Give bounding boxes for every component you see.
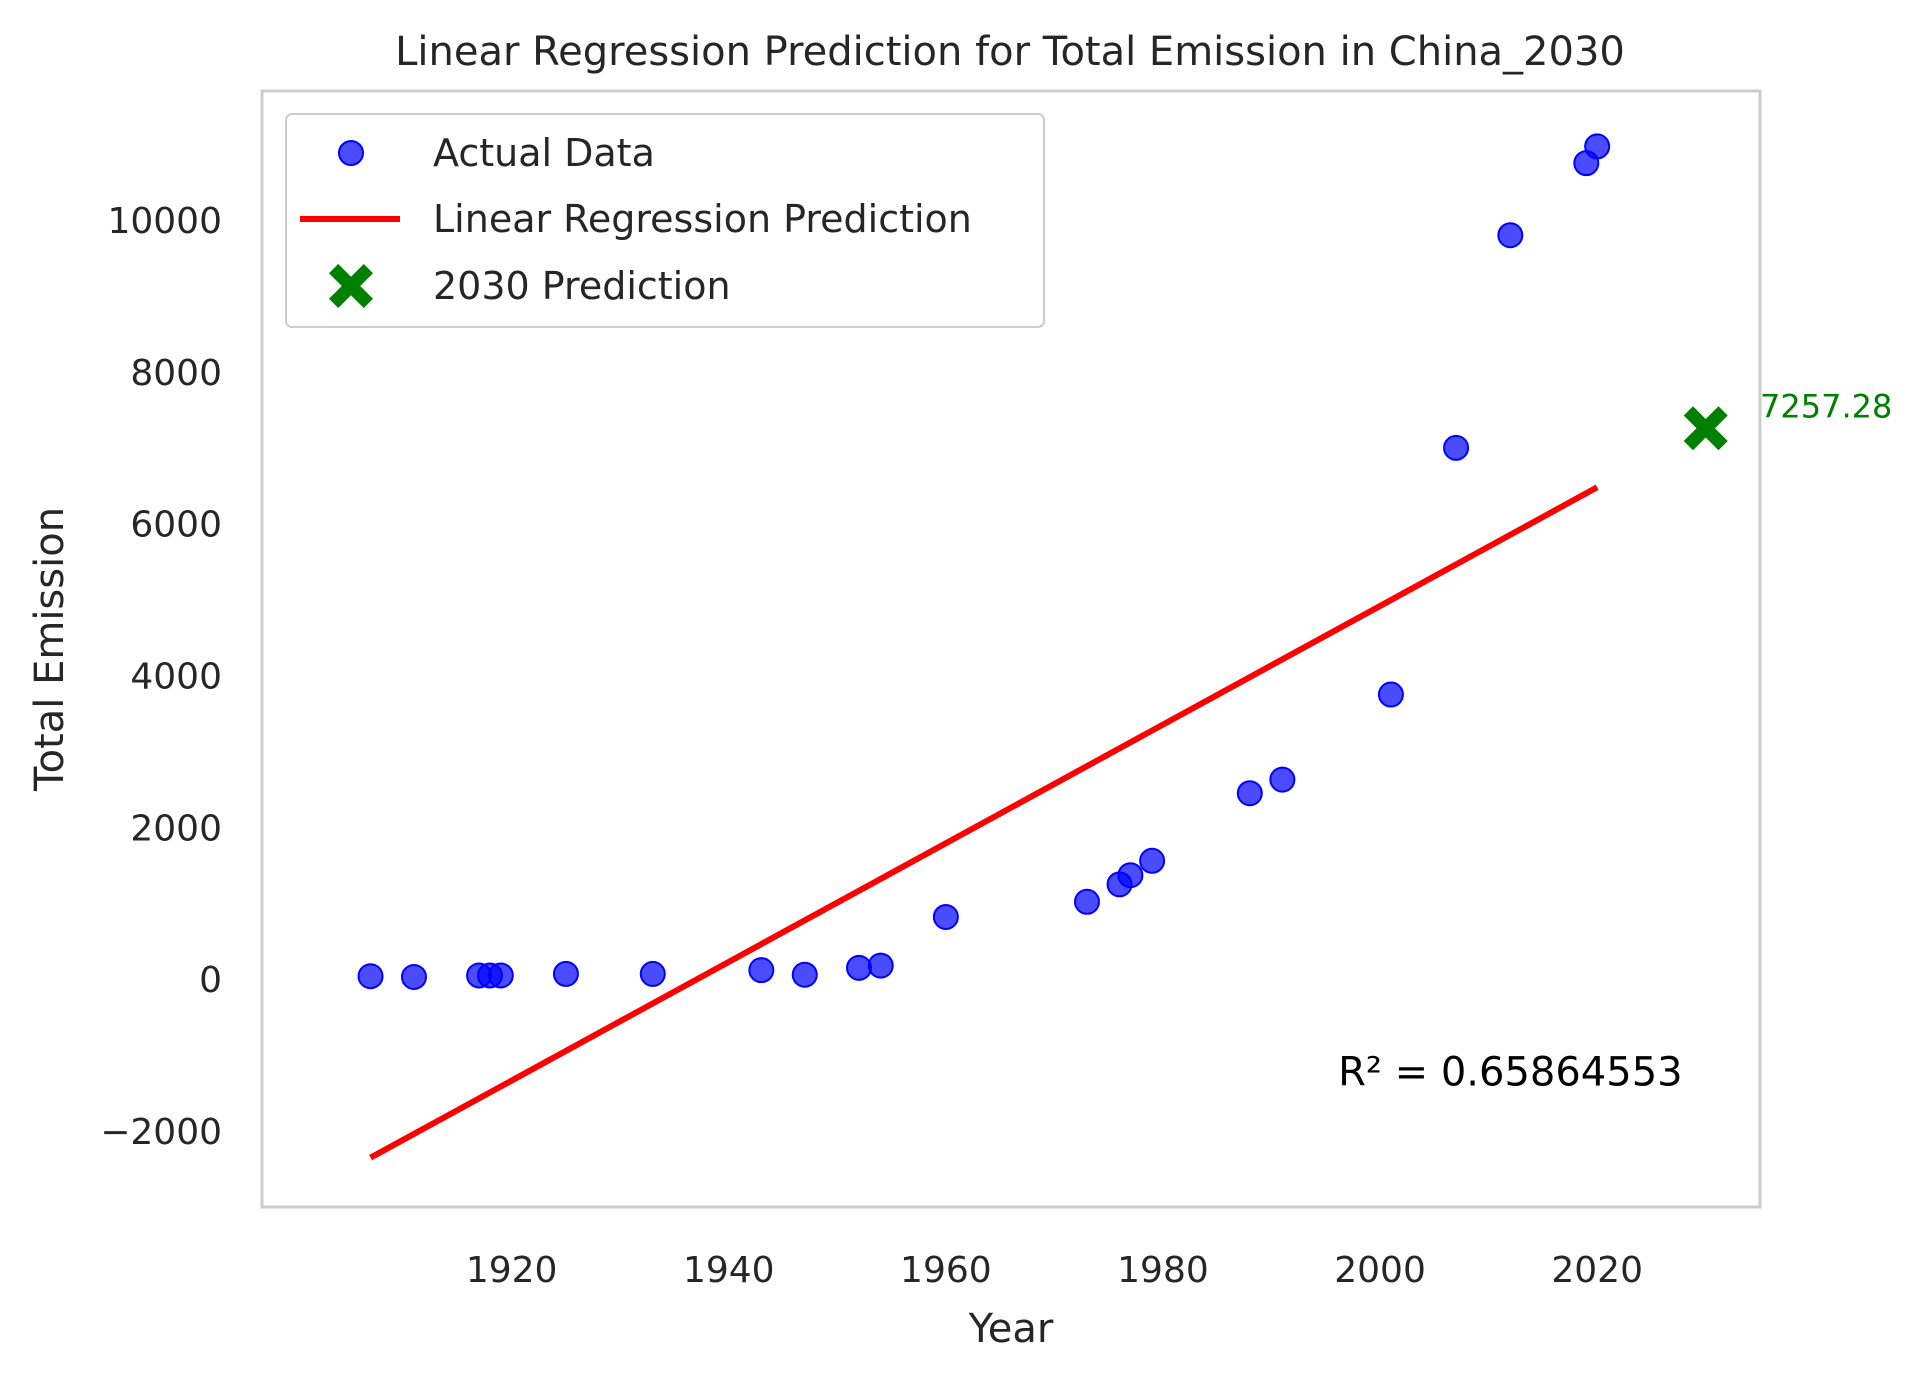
x-tick-label: 1980	[1117, 1250, 1209, 1291]
data-point	[1269, 766, 1296, 793]
prediction-marker	[1683, 406, 1728, 451]
r-squared-label: R² = 0.65864553	[1338, 1050, 1683, 1096]
legend-marker-prediction	[329, 264, 373, 308]
y-tick-label: 8000	[130, 353, 222, 394]
data-point	[1497, 222, 1524, 249]
y-tick-label: 2000	[130, 808, 222, 849]
data-point	[1236, 780, 1263, 807]
data-point	[552, 960, 579, 987]
data-point	[1584, 133, 1611, 160]
data-point	[1377, 681, 1404, 708]
regression-line	[369, 484, 1599, 1161]
legend-entries: Actual Data Linear Regression Prediction 2…	[300, 131, 972, 308]
y-axis-label: Total Emission	[27, 507, 73, 792]
data-point	[867, 952, 894, 979]
data-point	[487, 962, 514, 989]
y-tick-label: 4000	[130, 657, 222, 698]
prediction-value-label: 7257.28	[1760, 387, 1892, 425]
data-point	[748, 957, 775, 984]
data-point	[1443, 434, 1470, 461]
legend-marker-actual	[338, 140, 364, 166]
y-tick-label: 0	[199, 960, 222, 1001]
x-tick-label: 1940	[683, 1250, 775, 1291]
x-tick-label: 1920	[466, 1250, 558, 1291]
data-point	[639, 960, 666, 987]
x-axis-label: Year	[968, 1306, 1054, 1352]
legend-label: Actual Data	[433, 131, 655, 175]
plot-layer	[357, 133, 1728, 1161]
annotation-layer: 7257.28 R² = 0.65864553	[1338, 387, 1892, 1095]
x-tick-label: 1960	[900, 1250, 992, 1291]
data-point	[846, 954, 873, 981]
data-point	[357, 963, 384, 990]
y-tick-label: −2000	[100, 1112, 222, 1153]
legend: Actual Data Linear Regression Prediction 2…	[285, 113, 1045, 328]
x-tick-label: 2000	[1334, 1250, 1426, 1291]
data-point	[1117, 862, 1144, 889]
data-point	[791, 961, 818, 988]
data-point	[1139, 847, 1166, 874]
data-point	[932, 903, 959, 930]
legend-box	[285, 113, 1045, 328]
legend-label: 2030 Prediction	[433, 264, 731, 308]
chart-title: Linear Regression Prediction for Total E…	[395, 29, 1625, 75]
legend-label: Linear Regression Prediction	[433, 197, 972, 241]
x-tick-label: 2020	[1551, 1250, 1643, 1291]
data-point	[400, 963, 427, 990]
y-tick-label: 10000	[107, 201, 222, 242]
y-tick-label: 6000	[130, 505, 222, 546]
data-point	[1073, 888, 1100, 915]
axis-ticks: 1920 1940 1960 1980 2000 2020 −2000 0 2000 4000 60…	[100, 201, 1643, 1291]
